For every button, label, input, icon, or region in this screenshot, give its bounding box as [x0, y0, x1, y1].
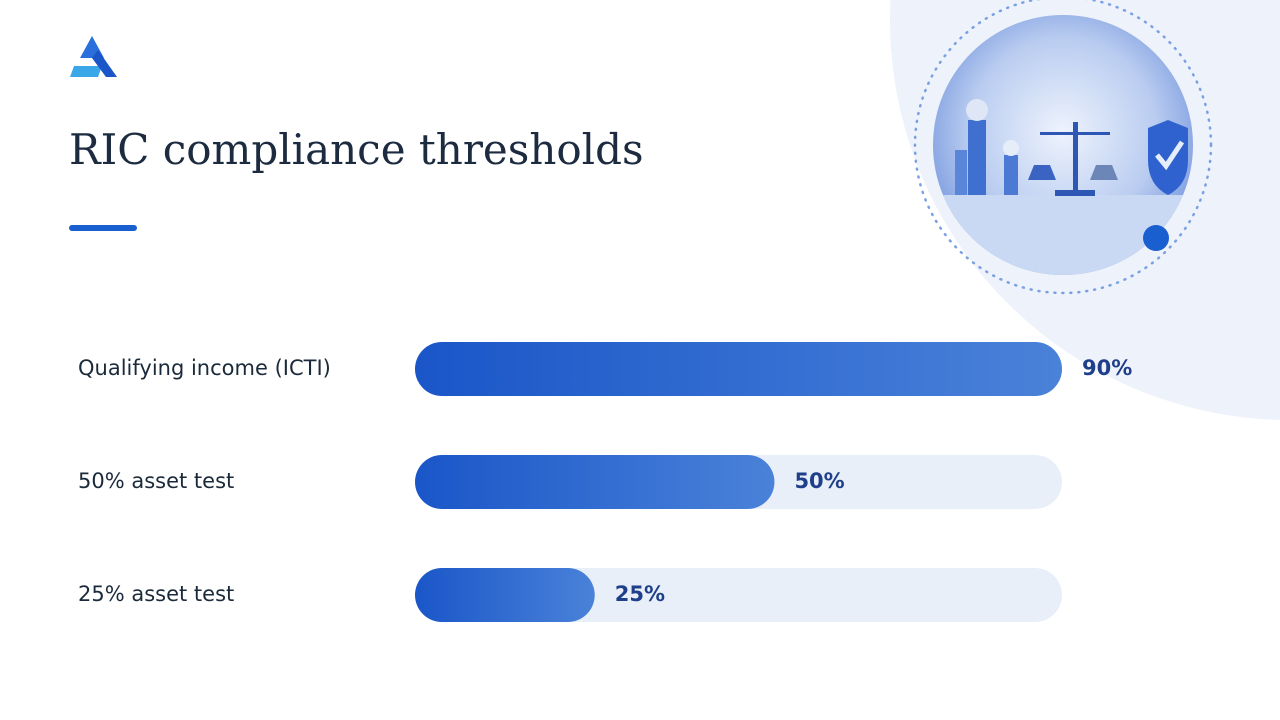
- title-underline: [69, 225, 137, 231]
- bar: [415, 342, 1062, 396]
- bar: [415, 568, 595, 622]
- logo: [70, 36, 117, 77]
- illustration: [913, 0, 1213, 295]
- bar-chart: Qualifying income (ICTI) 90% 50% asset tes…: [78, 342, 1132, 622]
- value-label: 90%: [1082, 356, 1132, 380]
- chart-title: RIC compliance thresholds: [69, 125, 644, 174]
- bar: [415, 455, 775, 509]
- category-label: 50% asset test: [78, 469, 234, 493]
- category-label: Qualifying income (ICTI): [78, 356, 331, 380]
- category-label: 25% asset test: [78, 582, 234, 606]
- value-label: 50%: [794, 469, 844, 493]
- value-label: 25%: [615, 582, 665, 606]
